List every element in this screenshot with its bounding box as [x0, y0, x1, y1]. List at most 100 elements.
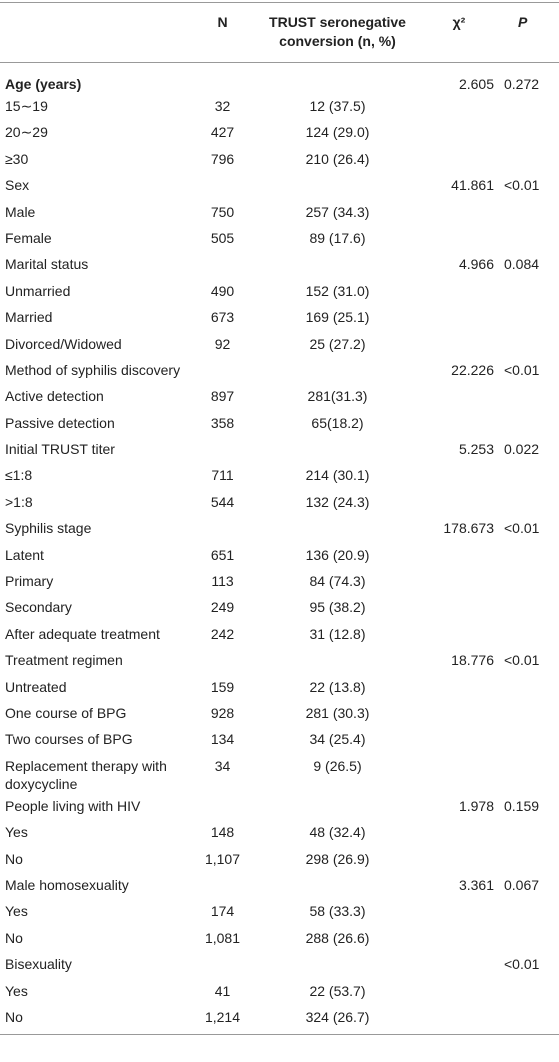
table-row: Yes 174 58 (33.3): [0, 898, 559, 924]
table-cell: [420, 846, 498, 872]
table-cell: Yes: [5, 903, 28, 920]
table-row: >1:8 544 132 (24.3): [0, 489, 559, 515]
table-cell: [498, 199, 559, 225]
table-cell: No: [5, 850, 23, 867]
header-cell: N: [190, 2, 255, 63]
table-cell: [498, 700, 559, 726]
table-row: Marital status 4.966 0.084: [0, 251, 559, 277]
table-cell: [420, 621, 498, 647]
table-cell: 210 (26.4): [305, 150, 370, 167]
table-row: Primary 113 84 (74.3): [0, 568, 559, 594]
table-cell: 58 (33.3): [309, 903, 366, 920]
table-cell: [420, 925, 498, 951]
table-cell: [190, 951, 255, 977]
table-row: Active detection 897 281(31.3): [0, 383, 559, 409]
table-cell: Female: [5, 229, 52, 246]
table-cell: 22 (53.7): [309, 982, 366, 999]
table-cell: [420, 568, 498, 594]
table-cell: 1,214: [190, 1003, 255, 1035]
header-cell: [0, 2, 190, 63]
table-row: Syphilis stage 178.673 <0.01: [0, 515, 559, 541]
table-cell: 9 (26.5): [313, 757, 362, 774]
table-cell: [255, 251, 420, 277]
table-cell: 928: [210, 704, 235, 721]
table-cell: <0.01: [504, 956, 540, 973]
table-row: Method of syphilis discovery 22.226 <0.01: [0, 357, 559, 383]
table-cell: [420, 304, 498, 330]
table-cell: 95 (38.2): [309, 599, 366, 616]
table-cell: [498, 278, 559, 304]
table-cell: [498, 621, 559, 647]
table-cell: Passive detection: [5, 414, 115, 431]
table-cell: [255, 793, 420, 819]
table-cell: [255, 63, 420, 94]
table-cell: [498, 1003, 559, 1035]
table-cell: [420, 542, 498, 568]
table-cell: 0.159: [504, 797, 540, 814]
table-cell: Method of syphilis discovery: [5, 361, 181, 378]
table-cell: People living with HIV: [5, 797, 141, 814]
table-cell: 31 (12.8): [309, 625, 366, 642]
table-cell: [255, 647, 420, 673]
table-cell: <0.01: [504, 652, 540, 669]
table-cell: No: [0, 1003, 190, 1035]
table-cell: [498, 93, 559, 119]
table-cell: 113: [211, 573, 234, 590]
table-cell: 242: [210, 625, 235, 642]
table-cell: Secondary: [5, 599, 72, 616]
table-row: Secondary 249 95 (38.2): [0, 594, 559, 620]
table-cell: 152 (31.0): [305, 282, 370, 299]
data-table: N TRUST seronegative conversion (n, %) χ² P…: [0, 2, 559, 1035]
table-cell: [498, 146, 559, 172]
table-cell: [420, 199, 498, 225]
table-row: One course of BPG 928 281 (30.3): [0, 700, 559, 726]
table-row: Bisexuality <0.01: [0, 951, 559, 977]
table-cell: <0.01: [504, 520, 540, 537]
table-cell: [498, 674, 559, 700]
table-cell: 148: [210, 824, 235, 841]
table-cell: [190, 436, 255, 462]
table-cell: 12 (37.5): [309, 98, 366, 114]
table-row: 20∼29 427 124 (29.0): [0, 119, 559, 145]
table-row: No 1,081 288 (26.6): [0, 925, 559, 951]
table-cell: 796: [210, 150, 235, 167]
table-row: Initial TRUST titer 5.253 0.022: [0, 436, 559, 462]
table-row: ≤1:8 711 214 (30.1): [0, 462, 559, 488]
table-cell: Untreated: [5, 678, 67, 695]
table-cell: [420, 119, 498, 145]
table-row: Two courses of BPG 134 34 (25.4): [0, 726, 559, 752]
table-cell: Treatment regimen: [5, 652, 123, 669]
table-cell: [420, 410, 498, 436]
table-cell: Primary: [5, 573, 54, 590]
table-cell: Age (years): [5, 76, 82, 92]
table-cell: 324 (26.7): [255, 1003, 420, 1035]
table-cell: 0.084: [504, 256, 540, 273]
table-row: Female 505 89 (17.6): [0, 225, 559, 251]
table-cell: [498, 119, 559, 145]
table-cell: [420, 726, 498, 752]
table-cell: [420, 225, 498, 251]
table-cell: Yes: [5, 982, 28, 999]
table-cell: 22.226: [451, 361, 494, 378]
header-cell: P: [498, 2, 559, 63]
table-cell: 249: [210, 599, 235, 616]
table-cell: [420, 278, 498, 304]
table-cell: ≤1:8: [5, 467, 33, 484]
table-cell: Yes: [5, 824, 28, 841]
header-row: N TRUST seronegative conversion (n, %) χ² P: [0, 2, 559, 63]
table-cell: [255, 515, 420, 541]
table-cell: 673: [210, 309, 235, 326]
table-cell: 18.776: [451, 652, 494, 669]
table-cell: 711: [211, 467, 234, 484]
table-cell: [498, 410, 559, 436]
table-cell: <0.01: [504, 177, 540, 194]
table-row: No 1,107 298 (26.9): [0, 846, 559, 872]
table-cell: [190, 251, 255, 277]
table-cell: Divorced/Widowed: [5, 335, 122, 352]
table-cell: [498, 898, 559, 924]
table-cell: Marital status: [5, 256, 89, 273]
table-cell: 174: [210, 903, 235, 920]
table-cell: [498, 331, 559, 357]
table-row: Untreated 159 22 (13.8): [0, 674, 559, 700]
table-row: 15∼19 32 12 (37.5): [0, 93, 559, 119]
